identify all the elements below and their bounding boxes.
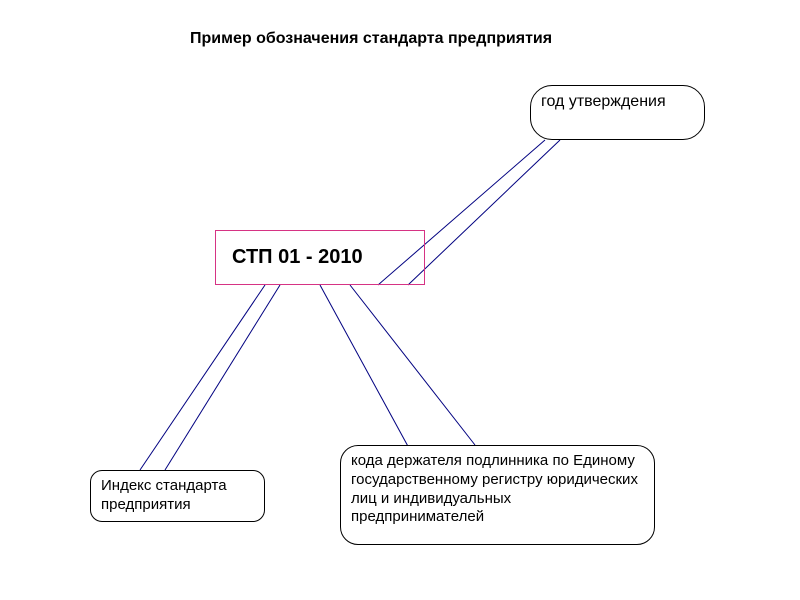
line-code-1: [320, 285, 410, 450]
line-index-1: [140, 285, 265, 470]
diagram-canvas: Пример обозначения стандарта предприятия…: [0, 0, 800, 600]
callout-code: кода держателя подлинника по Единому гос…: [340, 445, 655, 545]
line-code-2: [350, 285, 475, 445]
main-code-box: СТП 01 - 2010: [215, 230, 425, 285]
callout-index: Индекс стандарта предприятия: [90, 470, 265, 522]
callout-year: год утверждения: [530, 85, 705, 140]
callout-index-text: Индекс стандарта предприятия: [101, 477, 227, 513]
line-index-2: [165, 285, 280, 470]
callout-year-text: год утверждения: [541, 93, 666, 110]
main-code-text: СТП 01 - 2010: [232, 246, 363, 269]
line-year-2: [408, 140, 560, 285]
callout-code-text: кода держателя подлинника по Единому гос…: [351, 452, 638, 525]
diagram-title: Пример обозначения стандарта предприятия: [190, 30, 552, 48]
